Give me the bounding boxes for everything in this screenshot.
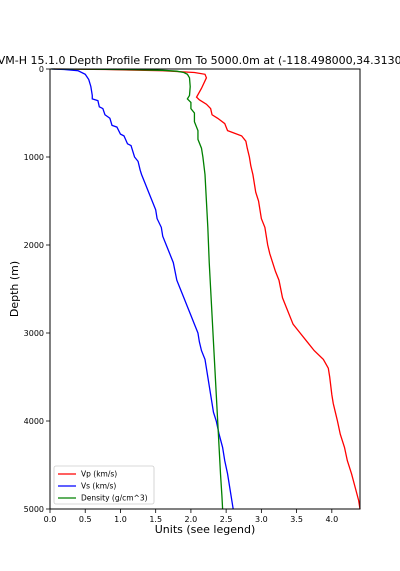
y-tick-label: 4000 [24,417,44,426]
series-line-0 [53,68,361,510]
series-line-1 [51,68,234,510]
chart-title: CVM-H 15.1.0 Depth Profile From 0m To 50… [0,54,400,67]
x-axis-label: Units (see legend) [155,523,256,536]
x-axis-ticks: 0.0 0.5 1.0 1.5 2.0 2.5 3.0 3.5 4.0 [44,509,338,524]
plot-frame [49,68,361,510]
y-tick-label: 1000 [24,153,44,162]
legend-label: Vp (km/s) [81,470,117,479]
x-tick-label: 4.0 [325,515,338,524]
x-tick-label: 1.5 [149,515,162,524]
x-tick-label: 0.5 [79,515,92,524]
legend-label: Vs (km/s) [81,482,116,491]
legend-box [53,465,155,505]
y-axis-ticks: 0 1000 2000 3000 4000 5000 [24,65,50,514]
y-tick-label: 3000 [24,329,44,338]
y-axis-label: Depth (m) [8,261,21,317]
x-tick-label: 0.0 [44,515,57,524]
series-line-2 [51,68,224,510]
x-tick-label: 1.0 [114,515,127,524]
x-tick-label: 3.5 [290,515,303,524]
legend: Vp (km/s) Vs (km/s) Density (g/cm^3) [53,465,155,505]
plot-lines [51,68,361,510]
y-tick-label: 2000 [24,241,44,250]
x-tick-label: 2.0 [185,515,198,524]
y-tick-label: 5000 [24,505,44,514]
x-tick-label: 2.5 [220,515,233,524]
legend-label: Density (g/cm^3) [81,494,148,503]
y-tick-label: 0 [39,65,44,74]
x-tick-label: 3.0 [255,515,268,524]
